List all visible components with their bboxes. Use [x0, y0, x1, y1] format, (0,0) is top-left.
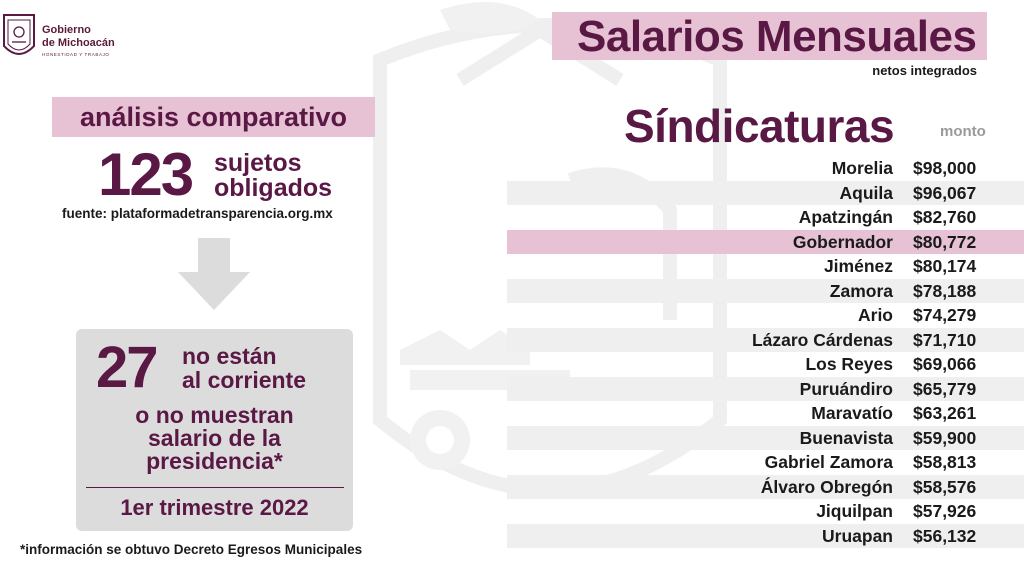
list-item: Jiquilpan $57,926 [507, 499, 1024, 524]
row-name: Morelia [831, 158, 893, 178]
list-item: Ario $74,279 [507, 303, 1024, 328]
row-name: Jiménez [823, 256, 893, 276]
list-item: Jiménez $80,174 [507, 254, 1024, 279]
row-amount: $98,000 [913, 158, 977, 178]
row-name: Uruapan [822, 525, 893, 546]
source-text: fuente: plataformadetransparencia.org.mx [62, 206, 333, 221]
coat-of-arms-watermark-icon [373, 2, 727, 497]
shield-icon [3, 14, 35, 55]
list-item: Maravatío $63,261 [507, 401, 1024, 426]
analysis-highlight [52, 97, 375, 137]
amount-column-header: monto [940, 123, 986, 140]
row-amount: $69,066 [913, 354, 977, 374]
row-name: Lázaro Cárdenas [751, 329, 893, 350]
logo-text-line1: Gobierno [42, 24, 91, 36]
period-label: 1er trimestre 2022 [120, 495, 309, 520]
list-item-highlighted: Gobernador $80,772 [507, 229, 1024, 254]
list-item: Gabriel Zamora $58,813 [507, 450, 1024, 475]
row-name: Álvaro Obregón [760, 476, 893, 497]
row-name: Aquila [839, 182, 893, 203]
list-item: Uruapan $56,132 [507, 523, 1024, 548]
subjects-label-line2: obligados [214, 174, 333, 202]
row-name: Puruándiro [799, 378, 893, 399]
row-amount: $56,132 [913, 525, 977, 546]
row-amount: $57,926 [913, 501, 977, 521]
summary-line2: al corriente [182, 367, 306, 393]
row-amount: $59,900 [913, 427, 977, 448]
list-item: Morelia $98,000 [507, 156, 1024, 181]
row-name: Jiquilpan [816, 501, 893, 521]
row-amount: $78,188 [913, 280, 977, 301]
list-item: Álvaro Obregón $58,576 [507, 474, 1024, 499]
row-amount: $74,279 [913, 305, 977, 325]
row-name: Maravatío [811, 403, 893, 423]
subjects-count: 123 [98, 141, 194, 208]
down-arrow-icon [178, 238, 250, 310]
section-title: Síndicaturas [624, 100, 895, 152]
summary-line3: o no muestran [135, 402, 294, 428]
row-amount: $80,772 [913, 231, 977, 252]
row-amount: $58,813 [913, 452, 977, 472]
salary-list: Morelia $98,000 Aquila $96,067 Apatzingán $… [507, 156, 1024, 548]
logo-text-line2: de Michoacán [42, 37, 115, 49]
row-amount: $71,710 [913, 329, 977, 350]
footnote: *información se obtuvo Decreto Egresos M… [20, 542, 363, 557]
row-name: Ario [858, 305, 893, 325]
summary-line1: no están [182, 343, 277, 369]
subjects-label-line1: sujetos [214, 149, 302, 177]
row-amount: $96,067 [913, 182, 977, 203]
row-name: Los Reyes [805, 354, 893, 374]
summary-line4: salario de la [148, 425, 281, 451]
row-amount: $80,174 [913, 256, 977, 276]
list-item: Apatzingán $82,760 [507, 205, 1024, 230]
list-item: Lázaro Cárdenas $71,710 [507, 327, 1024, 352]
row-name: Buenavista [799, 427, 893, 448]
summary-panel [76, 329, 353, 531]
list-item: Buenavista $59,900 [507, 425, 1024, 450]
panel-divider [86, 487, 344, 488]
row-name: Gobernador [792, 231, 893, 252]
logo-motto: HONESTIDAD Y TRABAJO [42, 52, 110, 57]
list-item: Puruándiro $65,779 [507, 376, 1024, 401]
row-amount: $58,576 [913, 476, 977, 497]
list-item: Los Reyes $69,066 [507, 352, 1024, 377]
row-name: Apatzingán [798, 207, 893, 227]
page-title: Salarios Mensuales [577, 12, 977, 61]
summary-line5: presidencia* [146, 448, 283, 474]
analysis-label: análisis comparativo [79, 102, 348, 132]
row-amount: $82,760 [913, 207, 977, 227]
row-amount: $63,261 [913, 403, 977, 423]
government-logo: Gobierno de Michoacán HONESTIDAD Y TRABA… [2, 12, 134, 66]
list-item: Zamora $78,188 [507, 278, 1024, 303]
page-subtitle: netos integrados [872, 63, 977, 78]
row-amount: $65,779 [913, 378, 977, 399]
list-item: Aquila $96,067 [507, 180, 1024, 205]
title-highlight [552, 12, 987, 60]
row-name: Zamora [829, 280, 893, 301]
row-name: Gabriel Zamora [764, 452, 893, 472]
non-compliant-count: 27 [96, 335, 158, 400]
